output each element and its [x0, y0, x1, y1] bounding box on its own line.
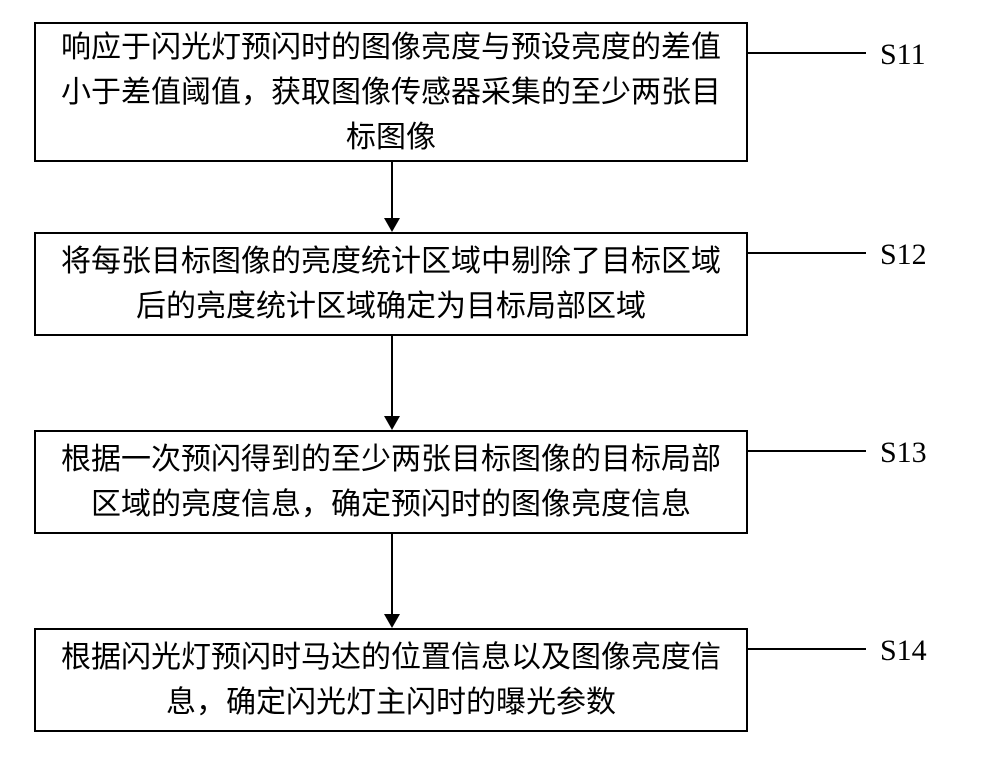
flowchart-step-box: 根据一次预闪得到的至少两张目标图像的目标局部区域的亮度信息，确定预闪时的图像亮度…	[34, 430, 748, 534]
connector-line	[748, 52, 866, 54]
step-label: S12	[880, 238, 927, 272]
arrow-line	[391, 534, 393, 616]
arrow-head-icon	[384, 218, 400, 232]
step-text: 根据一次预闪得到的至少两张目标图像的目标局部区域的亮度信息，确定预闪时的图像亮度…	[56, 437, 726, 527]
flowchart-step-box: 根据闪光灯预闪时马达的位置信息以及图像亮度信息，确定闪光灯主闪时的曝光参数	[34, 628, 748, 732]
arrow-line	[391, 336, 393, 418]
step-text: 将每张目标图像的亮度统计区域中剔除了目标区域后的亮度统计区域确定为目标局部区域	[56, 239, 726, 329]
step-text: 响应于闪光灯预闪时的图像亮度与预设亮度的差值小于差值阈值，获取图像传感器采集的至…	[56, 25, 726, 160]
flowchart-step-box: 响应于闪光灯预闪时的图像亮度与预设亮度的差值小于差值阈值，获取图像传感器采集的至…	[34, 22, 748, 162]
flowchart-step-box: 将每张目标图像的亮度统计区域中剔除了目标区域后的亮度统计区域确定为目标局部区域	[34, 232, 748, 336]
step-label: S14	[880, 634, 927, 668]
step-text: 根据闪光灯预闪时马达的位置信息以及图像亮度信息，确定闪光灯主闪时的曝光参数	[56, 635, 726, 725]
step-label: S13	[880, 436, 927, 470]
connector-line	[748, 648, 866, 650]
connector-line	[748, 450, 866, 452]
arrow-line	[391, 162, 393, 220]
step-label: S11	[880, 38, 926, 72]
arrow-head-icon	[384, 614, 400, 628]
arrow-head-icon	[384, 416, 400, 430]
connector-line	[748, 252, 866, 254]
